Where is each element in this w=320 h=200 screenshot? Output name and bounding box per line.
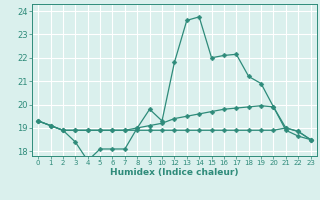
X-axis label: Humidex (Indice chaleur): Humidex (Indice chaleur) [110,168,239,177]
